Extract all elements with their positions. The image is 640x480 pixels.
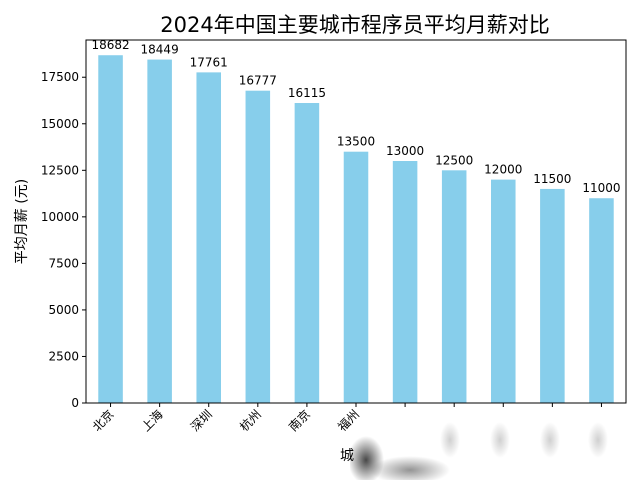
bar-0 — [98, 55, 123, 403]
bar-10 — [589, 198, 614, 403]
x-axis-label: 城 — [340, 448, 354, 464]
y-tick-label-2: 5000 — [48, 303, 79, 317]
x-tick-label-3: 杭州 — [236, 407, 264, 435]
data-label-5: 13500 — [337, 135, 375, 149]
bar-6 — [392, 161, 418, 403]
y-tick-label-5: 12500 — [41, 163, 79, 177]
y-tick-label-6: 15000 — [41, 117, 79, 131]
bar-5 — [343, 151, 369, 403]
bar-1 — [147, 59, 172, 404]
data-label-2: 17761 — [190, 55, 228, 69]
data-label-4: 16115 — [288, 86, 326, 100]
bar-9 — [540, 188, 565, 403]
y-tick-label-0: 0 — [71, 396, 79, 410]
y-tick-label-3: 7500 — [48, 256, 79, 270]
x-tick-label-0: 北京 — [90, 407, 117, 434]
bar-2 — [196, 72, 221, 403]
y-axis-label: 平均月薪 (元) — [14, 179, 30, 264]
data-label-10: 11000 — [582, 181, 620, 195]
data-label-6: 13000 — [386, 144, 424, 158]
x-tick-label-4: 南京 — [285, 407, 313, 435]
bar-8 — [491, 179, 516, 403]
chart-title: 2024年中国主要城市程序员平均月薪对比 — [160, 13, 549, 37]
data-label-3: 16777 — [239, 74, 277, 88]
data-label-8: 12000 — [484, 163, 522, 177]
bar-4 — [294, 103, 320, 404]
x-tick-label-5: 福州 — [335, 407, 363, 435]
bar-3 — [245, 90, 271, 403]
data-label-0: 18682 — [91, 38, 129, 52]
y-tick-label-7: 17500 — [41, 70, 79, 84]
data-label-1: 18449 — [141, 43, 179, 57]
y-tick-label-1: 2500 — [48, 349, 79, 363]
y-tick-label-4: 10000 — [41, 210, 79, 224]
bar-7 — [441, 170, 467, 403]
x-tick-label-2: 深圳 — [188, 407, 215, 434]
data-label-9: 11500 — [533, 172, 571, 186]
data-label-7: 12500 — [435, 153, 473, 167]
x-tick-label-1: 上海 — [138, 407, 166, 435]
